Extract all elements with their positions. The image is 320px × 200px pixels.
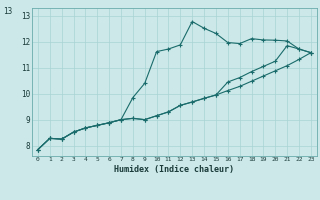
Text: 13: 13 [3,7,12,16]
X-axis label: Humidex (Indice chaleur): Humidex (Indice chaleur) [115,165,234,174]
